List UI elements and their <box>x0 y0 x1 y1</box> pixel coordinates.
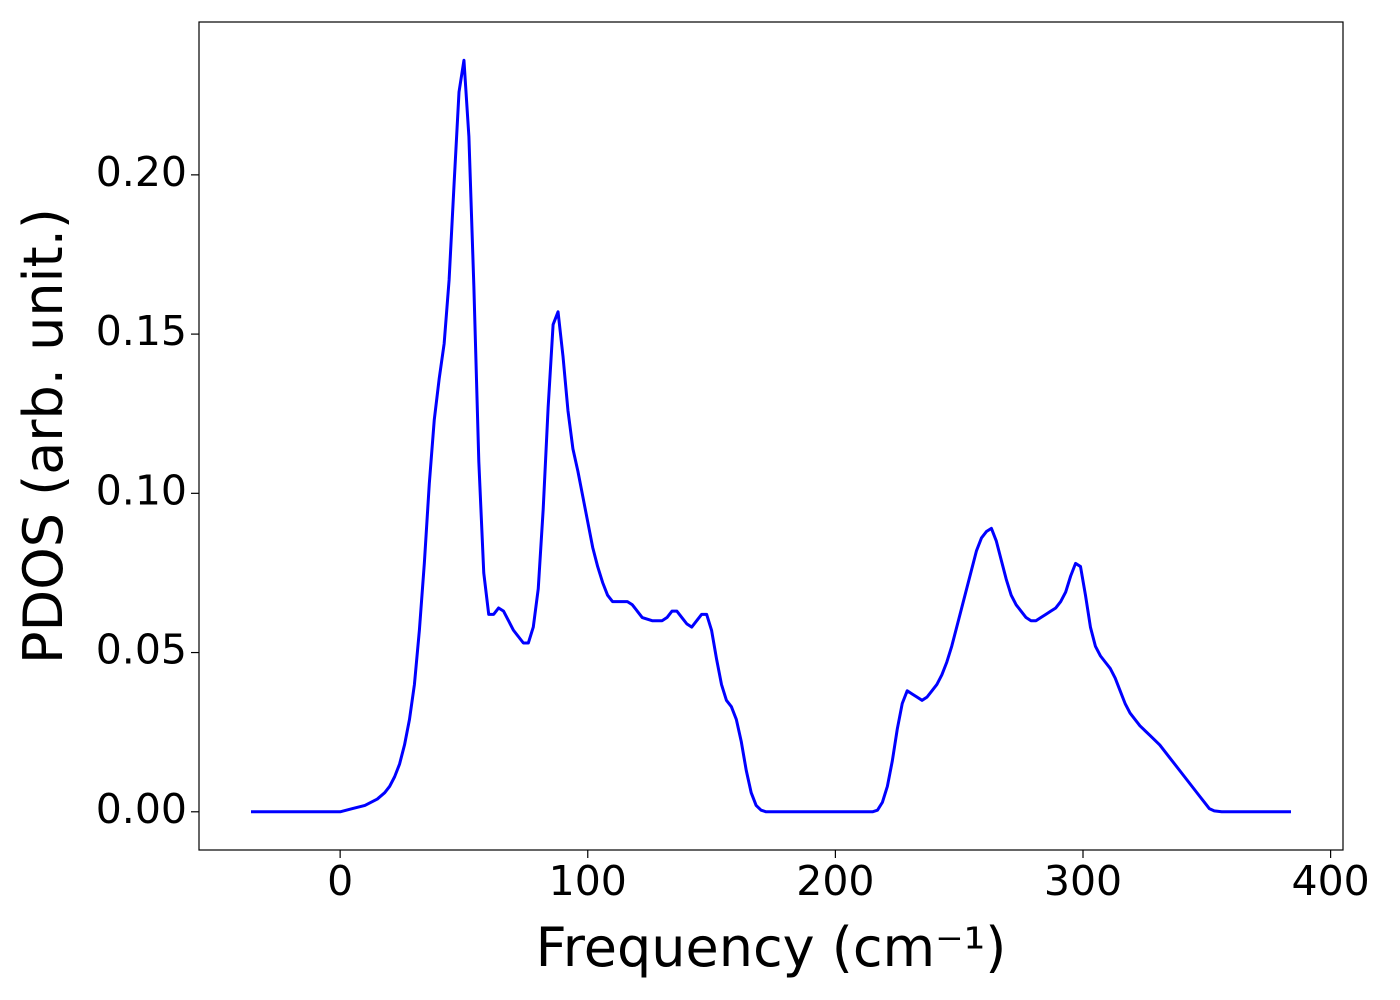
y-tick-label: 0.05 <box>96 626 187 674</box>
y-tick-label: 0.00 <box>96 785 187 833</box>
y-tick-label: 0.15 <box>96 307 187 355</box>
x-tick-label: 400 <box>1291 857 1369 905</box>
x-axis-label: Frequency (cm⁻¹) <box>536 916 1007 979</box>
pdos-line <box>251 58 1291 814</box>
y-tick-label: 0.10 <box>96 466 187 514</box>
plot-frame <box>198 21 1344 851</box>
x-tick-label: 0 <box>327 857 353 905</box>
y-tick-label: 0.20 <box>96 148 187 196</box>
x-tick-label: 100 <box>549 857 627 905</box>
x-tick-label: 300 <box>1044 857 1122 905</box>
y-axis-label: PDOS (arb. unit.) <box>12 208 75 664</box>
x-tick-label: 200 <box>796 857 874 905</box>
